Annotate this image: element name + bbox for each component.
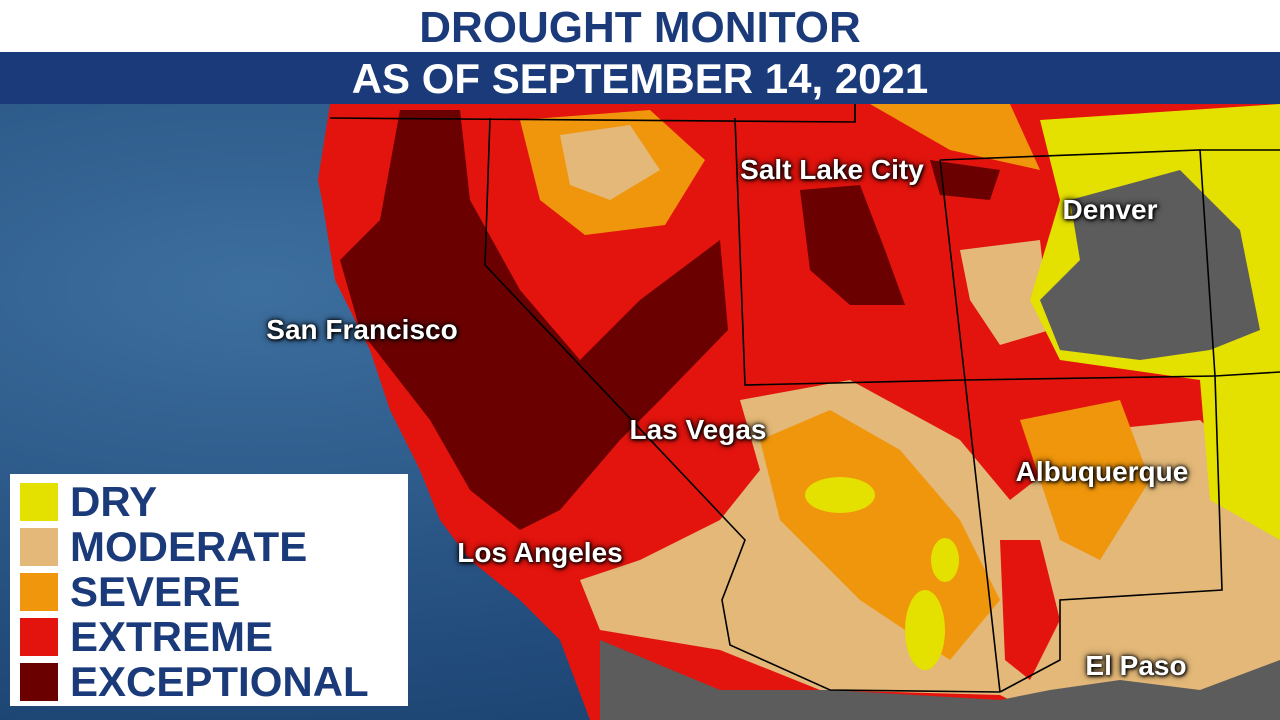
region-moderate xyxy=(560,125,660,200)
region-extreme xyxy=(930,380,1060,680)
region-severe xyxy=(870,104,1040,170)
city-label: El Paso xyxy=(1085,650,1187,681)
region-dry xyxy=(805,477,875,513)
legend-label: EXTREME xyxy=(70,613,274,660)
region-moderate xyxy=(580,240,1280,720)
mexico xyxy=(600,640,1280,720)
region-dry xyxy=(905,590,945,670)
legend-label: EXCEPTIONAL xyxy=(70,658,369,705)
city-label: Salt Lake City xyxy=(740,154,924,185)
region-dry xyxy=(931,538,959,582)
region-exceptional xyxy=(340,110,728,530)
legend-item: EXCEPTIONAL xyxy=(20,660,369,704)
legend-swatch xyxy=(20,528,58,566)
state-borders xyxy=(329,104,1280,693)
legend-label: DRY xyxy=(70,478,158,525)
city-label: Las Vegas xyxy=(629,414,767,445)
subtitle: AS OF SEPTEMBER 14, 2021 xyxy=(0,52,1280,104)
legend-item: DRY xyxy=(20,480,157,524)
legend-swatch xyxy=(20,483,58,521)
legend-item: SEVERE xyxy=(20,570,240,614)
legend-item: MODERATE xyxy=(20,525,307,569)
legend-swatch xyxy=(20,663,58,701)
legend-swatch xyxy=(20,573,58,611)
legend: DRY MODERATE SEVERE EXTREME EXCEPTIONAL xyxy=(10,474,408,706)
city-label: Denver xyxy=(1062,194,1158,225)
city-label: San Francisco xyxy=(266,314,458,345)
legend-item: EXTREME xyxy=(20,615,273,659)
city-label: Los Angeles xyxy=(457,537,623,568)
city-label: Albuquerque xyxy=(1015,456,1189,487)
title: DROUGHT MONITOR xyxy=(0,0,1280,52)
region-severe xyxy=(760,400,1150,660)
region-exceptional xyxy=(800,160,1000,305)
legend-label: SEVERE xyxy=(70,568,241,615)
legend-swatch xyxy=(20,618,58,656)
legend-label: MODERATE xyxy=(70,523,308,570)
